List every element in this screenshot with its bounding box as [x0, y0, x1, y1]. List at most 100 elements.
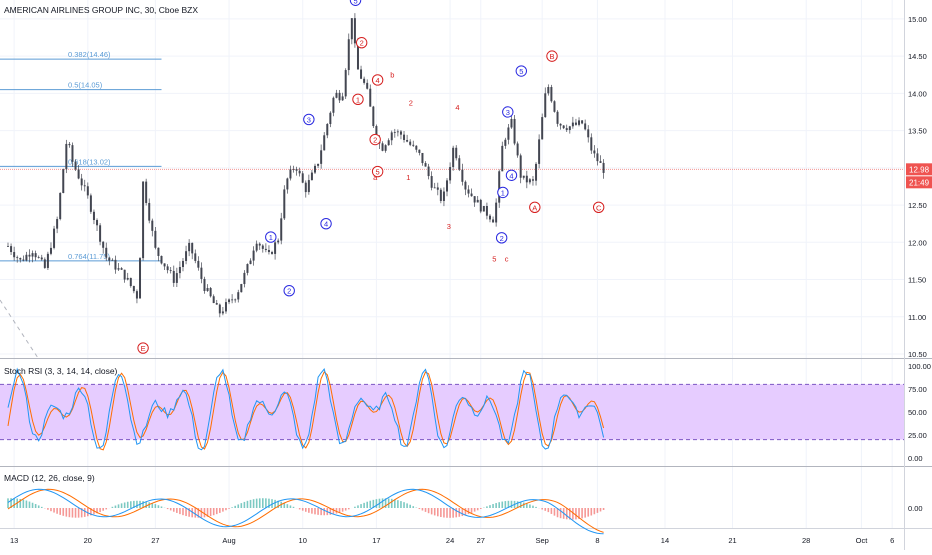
candle-body [224, 302, 227, 312]
wave-label-circle[interactable] [371, 165, 384, 178]
wave-label-circle[interactable] [352, 93, 364, 106]
candle-body [403, 134, 406, 140]
wave-label[interactable]: 4 [376, 76, 380, 85]
wave-label[interactable]: 4 [509, 171, 513, 180]
candle-body [264, 248, 267, 251]
stoch-rsi-axis[interactable]: 100.00 75.00 50.00 25.00 0.00 [908, 362, 931, 463]
wave-label[interactable]: 4 [455, 103, 459, 112]
wave-label-circle[interactable] [505, 169, 518, 181]
macd-signal-line[interactable] [7, 488, 604, 533]
wave-label[interactable]: a [373, 173, 378, 182]
wave-label[interactable]: B [549, 52, 554, 61]
wave-label-circle[interactable] [283, 285, 295, 297]
macd-axis[interactable]: 0.00 [908, 504, 923, 513]
wave-label[interactable]: 4 [324, 220, 328, 229]
wave-label[interactable]: 2 [373, 136, 377, 145]
candle-body [160, 255, 163, 264]
wave-label-circle[interactable] [495, 232, 508, 244]
macd-title: MACD (12, 26, close, 9) [4, 473, 95, 483]
price-tick-label: 14.50 [908, 52, 927, 61]
candle-body [390, 132, 393, 141]
candle-body [49, 247, 52, 254]
wave-label[interactable]: 3 [447, 222, 451, 231]
stoch-rsi-pane[interactable] [7, 367, 605, 451]
candles[interactable] [7, 13, 605, 318]
candle-body [578, 120, 581, 125]
stoch-rsi-d-line[interactable] [7, 371, 605, 451]
wave-label[interactable]: c [505, 255, 509, 264]
wave-label[interactable]: 2 [500, 234, 504, 243]
countdown-tag [906, 176, 932, 189]
wave-label[interactable]: 1 [501, 188, 505, 197]
candle-body [479, 199, 482, 212]
candle-body [470, 193, 473, 197]
wave-label[interactable]: C [596, 203, 602, 212]
wave-label-circle[interactable] [502, 106, 514, 118]
candle-body [129, 277, 132, 287]
candle-body [178, 267, 181, 274]
candle-body [10, 246, 13, 253]
candle-body [375, 126, 378, 139]
wave-label-circle[interactable] [320, 217, 332, 230]
wave-label[interactable]: E [141, 344, 146, 353]
wave-label-circle[interactable] [529, 201, 541, 213]
macd-pane[interactable] [7, 488, 605, 535]
wave-label-circle[interactable] [349, 0, 362, 6]
candle-body [393, 132, 396, 133]
candle-body [194, 253, 197, 261]
wave-label-circle[interactable] [303, 113, 315, 126]
wave-label[interactable]: b [390, 71, 394, 80]
wave-label[interactable]: 1 [356, 95, 360, 104]
wave-label[interactable]: 5 [376, 168, 380, 177]
wave-label[interactable]: 5 [353, 0, 357, 5]
wave-label[interactable]: 3 [506, 108, 510, 117]
wave-label-circle[interactable] [515, 65, 528, 77]
price-tick-label: 12.00 [908, 238, 927, 247]
wave-label-circle[interactable] [592, 201, 605, 213]
wave-label[interactable]: 1 [269, 233, 273, 242]
wave-label[interactable]: 2 [409, 98, 413, 107]
candle-body [381, 143, 384, 151]
fib-retracement[interactable]: 0.382(14.46) 0.5(14.05) 0.618(13.02) 0.764(… [0, 50, 162, 262]
candle-body [544, 93, 547, 118]
wave-label[interactable]: 2 [360, 39, 364, 48]
stoch-rsi-tick-label: 100.00 [908, 362, 931, 371]
candle-body [46, 253, 49, 268]
candle-body [188, 242, 191, 252]
wave-label[interactable]: 1 [406, 173, 410, 182]
candle-body [292, 169, 295, 170]
candle-body [430, 176, 433, 188]
candle-body [504, 139, 507, 146]
macd-line[interactable] [7, 488, 604, 535]
candle-body [519, 155, 522, 178]
candle-body [550, 87, 553, 102]
candle-body [513, 118, 516, 144]
candle-body [332, 97, 335, 113]
candle-body [356, 43, 359, 70]
wave-label-circle[interactable] [355, 37, 368, 49]
candle-body [482, 206, 485, 212]
candle-body [86, 186, 89, 196]
candle-body [464, 181, 467, 190]
trend-line[interactable] [0, 299, 39, 359]
time-tick-label: 6 [890, 536, 894, 545]
time-axis[interactable]: 13 20 27 Aug 10 17 24 27 Sep 8 14 21 28 Oct 6 [10, 536, 894, 545]
wave-label[interactable]: A [532, 203, 537, 212]
wave-label[interactable]: 5 [519, 67, 523, 76]
wave-label[interactable]: 2 [287, 287, 291, 296]
wave-label[interactable]: 5 [492, 255, 496, 264]
wave-label-circle[interactable] [546, 50, 558, 62]
candle-body [25, 254, 28, 261]
wave-label-circle[interactable] [369, 133, 381, 146]
wave-label[interactable]: 3 [307, 115, 311, 124]
candle-body [102, 241, 105, 248]
wave-label-circle[interactable] [137, 342, 149, 354]
wave-label-circle[interactable] [371, 74, 384, 86]
candle-body [446, 180, 449, 192]
wave-label-circle[interactable] [497, 186, 509, 199]
stoch-rsi-tick-label: 0.00 [908, 454, 923, 463]
wave-label-circle[interactable] [265, 231, 277, 243]
stoch-rsi-k-line[interactable] [7, 367, 605, 451]
